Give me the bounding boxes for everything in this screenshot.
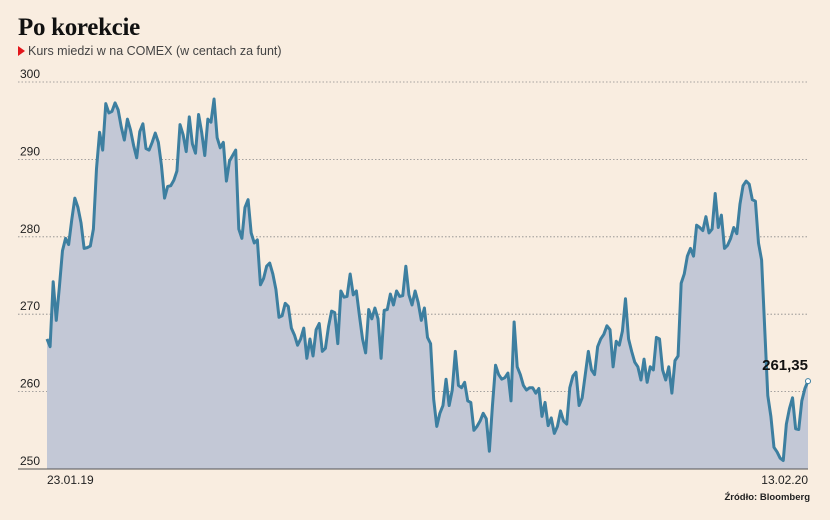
x-start-label: 23.01.19 [47,473,94,487]
y-tick-label: 300 [20,67,40,81]
last-value-marker [805,378,811,385]
chart-subtitle: Kurs miedzi w na COMEX (w centach za fun… [28,44,282,58]
red-triangle-icon [18,46,25,56]
y-tick-label: 250 [20,454,40,468]
chart-subtitle-row: Kurs miedzi w na COMEX (w centach za fun… [18,44,282,58]
chart-title: Po korekcie [18,14,140,41]
y-tick-label: 290 [20,144,40,158]
source-note: Źródło: Bloomberg [724,492,811,503]
y-tick-label: 260 [20,377,40,391]
last-value-label: 261,35 [762,357,808,374]
x-end-label: 13.02.20 [761,473,808,487]
y-tick-label: 270 [20,299,40,313]
y-tick-label: 280 [20,222,40,236]
y-axis-ticks: 250 260 270 280 290 300 [20,67,40,468]
price-line [45,97,810,462]
